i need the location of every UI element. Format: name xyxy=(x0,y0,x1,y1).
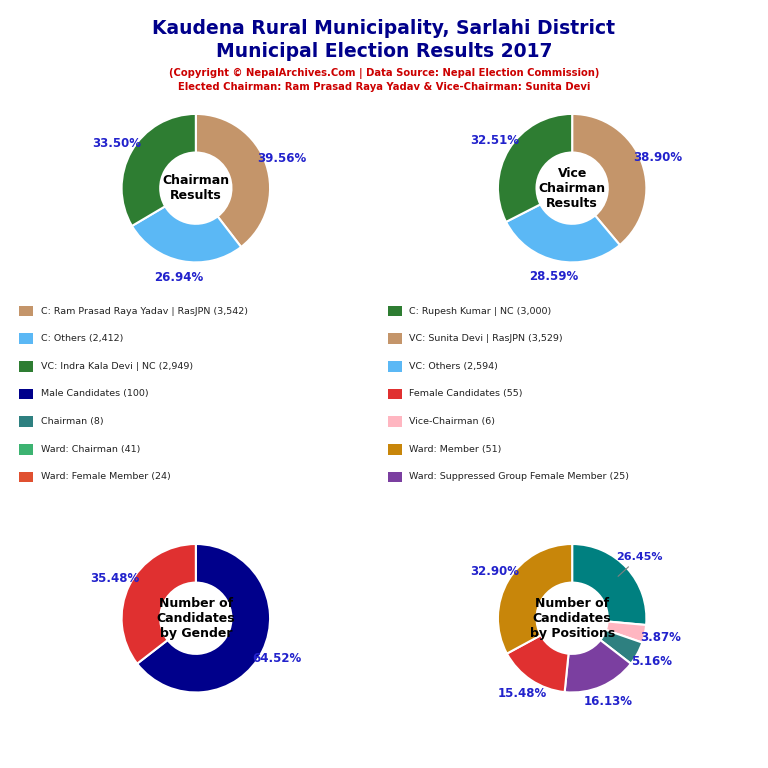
Text: C: Ram Prasad Raya Yadav | RasJPN (3,542): C: Ram Prasad Raya Yadav | RasJPN (3,542… xyxy=(41,306,248,316)
Wedge shape xyxy=(498,114,572,222)
Text: 15.48%: 15.48% xyxy=(498,687,547,700)
Wedge shape xyxy=(606,621,646,643)
Wedge shape xyxy=(507,635,568,692)
Text: Ward: Member (51): Ward: Member (51) xyxy=(409,445,502,454)
Wedge shape xyxy=(506,204,620,263)
Text: Elected Chairman: Ram Prasad Raya Yadav & Vice-Chairman: Sunita Devi: Elected Chairman: Ram Prasad Raya Yadav … xyxy=(178,82,590,92)
Text: 39.56%: 39.56% xyxy=(257,153,306,165)
Text: 35.48%: 35.48% xyxy=(90,572,139,585)
Text: Vice
Chairman
Results: Vice Chairman Results xyxy=(538,167,606,210)
Text: Number of
Candidates
by Gender: Number of Candidates by Gender xyxy=(157,597,235,640)
Text: 33.50%: 33.50% xyxy=(93,137,141,150)
Text: Vice-Chairman (6): Vice-Chairman (6) xyxy=(409,417,495,426)
Text: VC: Sunita Devi | RasJPN (3,529): VC: Sunita Devi | RasJPN (3,529) xyxy=(409,334,563,343)
Wedge shape xyxy=(572,544,647,625)
Wedge shape xyxy=(132,207,241,263)
Wedge shape xyxy=(196,114,270,247)
Text: 32.90%: 32.90% xyxy=(470,565,519,578)
Wedge shape xyxy=(137,544,270,693)
Text: Ward: Chairman (41): Ward: Chairman (41) xyxy=(41,445,140,454)
Text: (Copyright © NepalArchives.Com | Data Source: Nepal Election Commission): (Copyright © NepalArchives.Com | Data So… xyxy=(169,68,599,78)
Text: VC: Indra Kala Devi | NC (2,949): VC: Indra Kala Devi | NC (2,949) xyxy=(41,362,193,371)
Wedge shape xyxy=(121,114,196,226)
Text: 32.51%: 32.51% xyxy=(471,134,519,147)
Text: Female Candidates (55): Female Candidates (55) xyxy=(409,389,523,399)
Text: 3.87%: 3.87% xyxy=(641,631,681,644)
Wedge shape xyxy=(121,544,196,664)
Text: 5.16%: 5.16% xyxy=(631,655,672,668)
Text: 26.45%: 26.45% xyxy=(616,552,662,576)
Text: 26.94%: 26.94% xyxy=(154,270,204,283)
Text: 28.59%: 28.59% xyxy=(529,270,579,283)
Text: Municipal Election Results 2017: Municipal Election Results 2017 xyxy=(216,42,552,61)
Wedge shape xyxy=(564,640,631,693)
Text: C: Rupesh Kumar | NC (3,000): C: Rupesh Kumar | NC (3,000) xyxy=(409,306,551,316)
Text: 64.52%: 64.52% xyxy=(253,651,302,664)
Text: 38.90%: 38.90% xyxy=(633,151,682,164)
Text: Chairman (8): Chairman (8) xyxy=(41,417,104,426)
Text: 16.13%: 16.13% xyxy=(584,695,632,708)
Text: C: Others (2,412): C: Others (2,412) xyxy=(41,334,123,343)
Text: Ward: Suppressed Group Female Member (25): Ward: Suppressed Group Female Member (25… xyxy=(409,472,629,482)
Wedge shape xyxy=(601,630,642,664)
Text: Chairman
Results: Chairman Results xyxy=(162,174,230,202)
Text: Number of
Candidates
by Positions: Number of Candidates by Positions xyxy=(529,597,615,640)
Text: Ward: Female Member (24): Ward: Female Member (24) xyxy=(41,472,170,482)
Text: VC: Others (2,594): VC: Others (2,594) xyxy=(409,362,498,371)
Text: Kaudena Rural Municipality, Sarlahi District: Kaudena Rural Municipality, Sarlahi Dist… xyxy=(153,19,615,38)
Wedge shape xyxy=(572,114,647,245)
Wedge shape xyxy=(498,544,572,654)
Text: Male Candidates (100): Male Candidates (100) xyxy=(41,389,148,399)
